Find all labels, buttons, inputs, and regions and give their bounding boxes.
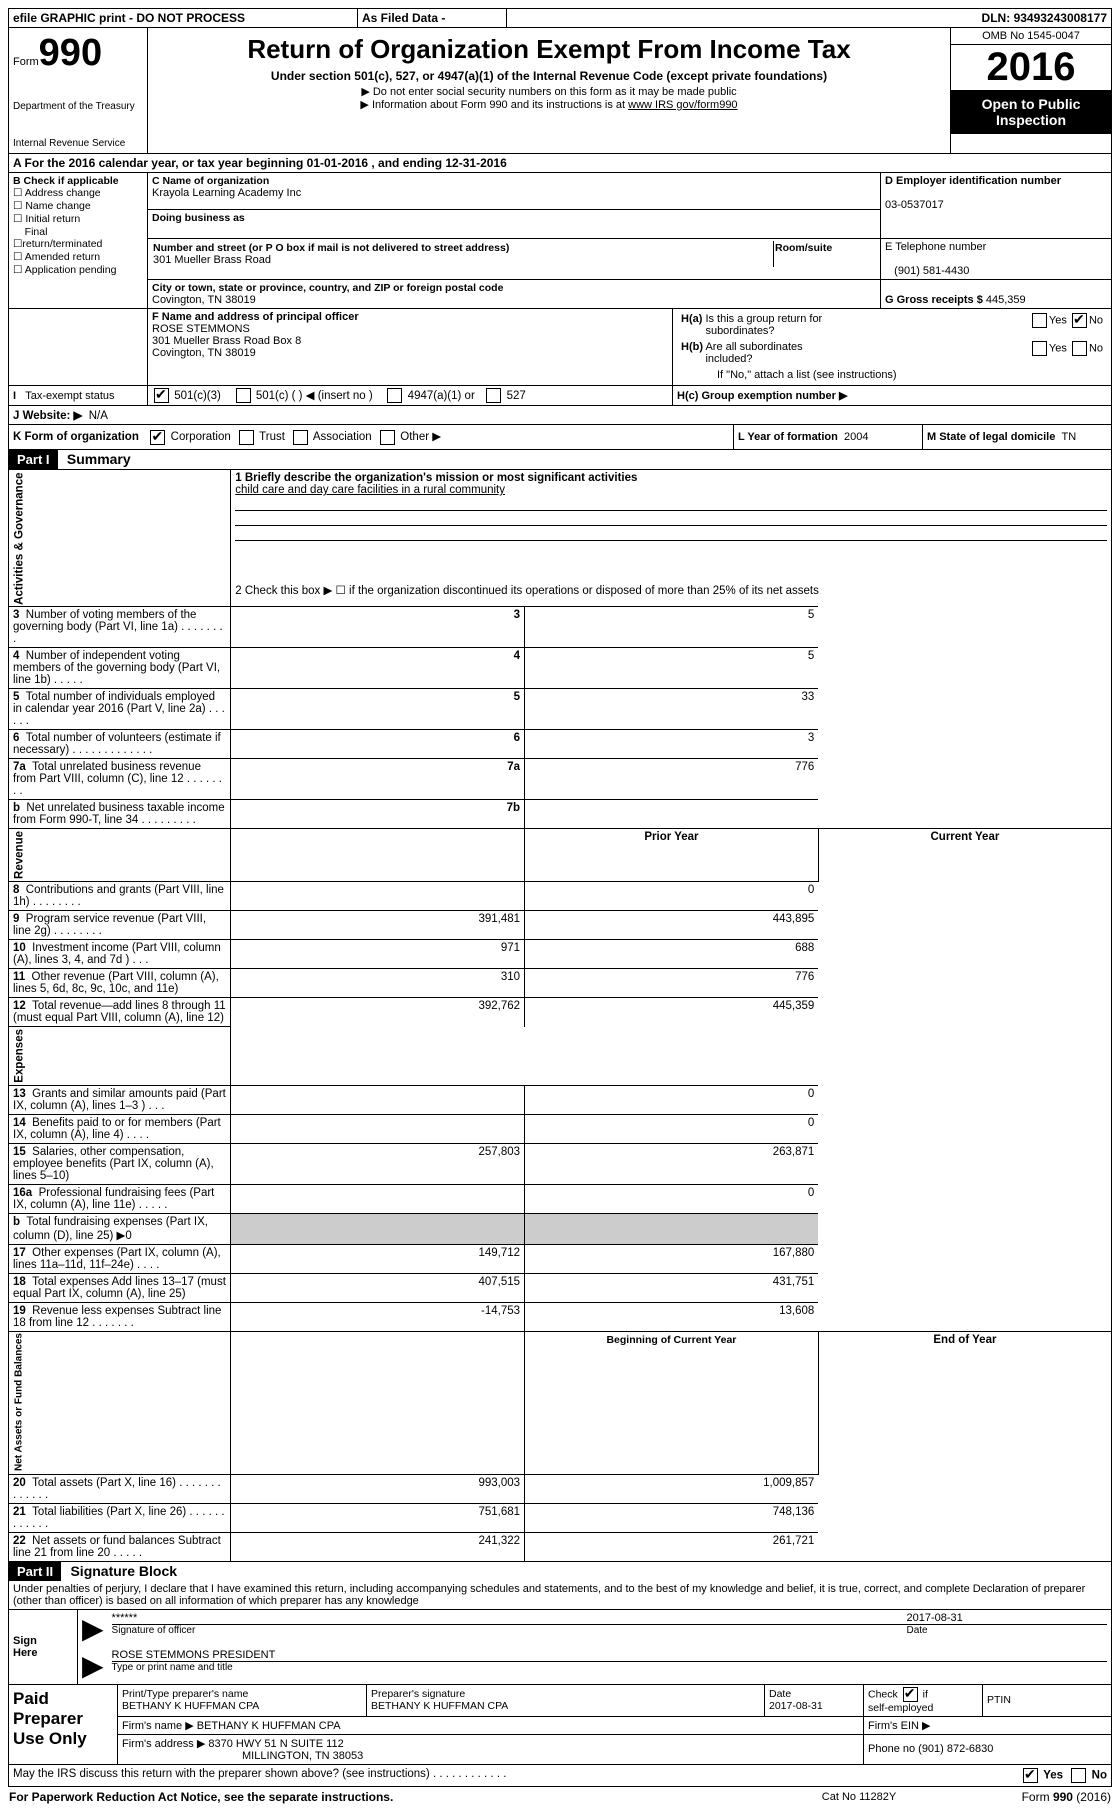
part-ii-header: Part II <box>9 1562 61 1581</box>
line-6: 6 Total number of volunteers (estimate i… <box>9 730 231 759</box>
footer-left: For Paperwork Reduction Act Notice, see … <box>8 1789 758 1805</box>
org-name-cell: C Name of organization Krayola Learning … <box>148 173 880 209</box>
form-id-block: Form990 Department of the Treasury Inter… <box>9 28 148 154</box>
row-j-website: J Website: ▶ N/A <box>9 406 1112 425</box>
state-domicile: M State of legal domicile TN <box>923 425 1112 448</box>
prior-year-header: Prior Year <box>525 829 819 882</box>
current-year-header: Current Year <box>818 829 1111 882</box>
section-hc: H(c) Group exemption number ▶ <box>673 386 1112 405</box>
ein-cell: D Employer identification number 03-0537… <box>881 173 1111 213</box>
row-i-options: 501(c)(3) 501(c) ( ) ◀ (insert no ) 4947… <box>148 386 673 405</box>
footer-right: Form 990 (2016) <box>960 1789 1112 1805</box>
row-i-label: I Tax-exempt status <box>9 386 148 405</box>
firm-address: Firm's address ▶ 8370 HWY 51 N SUITE 112… <box>118 1734 864 1764</box>
prep-name: Print/Type preparer's nameBETHANY K HUFF… <box>118 1685 367 1717</box>
line-b: b Total fundraising expenses (Part IX, c… <box>9 1213 231 1244</box>
side-label-net: Net Assets or Fund Balances <box>9 1331 231 1474</box>
begin-year-header: Beginning of Current Year <box>525 1331 819 1474</box>
line-5: 5 Total number of individuals employed i… <box>9 689 231 730</box>
line-21: 21 Total liabilities (Part X, line 26) .… <box>9 1503 231 1532</box>
efile-notice: efile GRAPHIC print - DO NOT PROCESS <box>9 9 358 27</box>
firm-phone: Phone no (901) 872-6830 <box>864 1734 1112 1764</box>
irs-link[interactable]: www IRS gov/form990 <box>628 99 737 111</box>
line-1-mission: 1 Briefly describe the organization's mi… <box>231 470 1111 571</box>
line-8: 8 Contributions and grants (Part VIII, l… <box>9 882 231 911</box>
side-label-ag: Activities & Governance <box>9 470 231 607</box>
street-cell: Number and street (or P O box if mail is… <box>148 239 880 269</box>
line-13: 13 Grants and similar amounts paid (Part… <box>9 1085 231 1114</box>
discuss-row: May the IRS discuss this return with the… <box>9 1764 1112 1786</box>
form-title: Return of Organization Exempt From Incom… <box>156 34 942 65</box>
line-b: b Net unrelated business taxable income … <box>9 800 231 829</box>
section-h: H(a) Is this a group return for subordin… <box>673 309 1112 385</box>
form-header: Form990 Department of the Treasury Inter… <box>9 28 1112 154</box>
prep-sig: Preparer's signatureBETHANY K HUFFMAN CP… <box>367 1685 765 1717</box>
side-label-revenue: Revenue <box>9 829 231 882</box>
prep-self-emp: Check ifself-employed <box>864 1685 983 1717</box>
line-10: 10 Investment income (Part VIII, column … <box>9 940 231 969</box>
line-20: 20 Total assets (Part X, line 16) . . . … <box>9 1474 231 1503</box>
firm-name: Firm's name ▶ BETHANY K HUFFMAN CPA <box>118 1716 864 1734</box>
line-12: 12 Total revenue—add lines 8 through 11 … <box>9 998 231 1027</box>
line-4: 4 Number of independent voting members o… <box>9 648 231 689</box>
line-18: 18 Total expenses Add lines 13–17 (must … <box>9 1273 231 1302</box>
line-15: 15 Salaries, other compensation, employe… <box>9 1143 231 1184</box>
as-filed: As Filed Data - <box>358 9 507 27</box>
row-a-tax-year: A For the 2016 calendar year, or tax yea… <box>9 154 1112 173</box>
perjury-declaration: Under penalties of perjury, I declare th… <box>9 1581 1112 1610</box>
section-b-checkboxes: B Check if applicable ☐ Address change ☐… <box>9 173 148 308</box>
line-2: 2 Check this box ▶ ☐ if the organization… <box>231 581 1111 607</box>
end-year-header: End of Year <box>818 1331 1111 1474</box>
prep-date: Date2017-08-31 <box>765 1685 864 1717</box>
part-ii-title: Signature Block <box>64 1563 177 1579</box>
line-14: 14 Benefits paid to or for members (Part… <box>9 1114 231 1143</box>
row-k-form-org: K Form of organization Corporation Trust… <box>9 425 734 448</box>
city-cell: City or town, state or province, country… <box>148 280 880 308</box>
line-17: 17 Other expenses (Part IX, column (A), … <box>9 1244 231 1273</box>
gross-receipts-cell: G Gross receipts $ 445,359 <box>881 280 1111 308</box>
sign-here-label: SignHere <box>9 1610 78 1684</box>
firm-ein: Firm's EIN ▶ <box>864 1716 1112 1734</box>
paid-preparer-label: PaidPreparerUse Only <box>9 1685 118 1764</box>
line-7a: 7a Total unrelated business revenue from… <box>9 759 231 800</box>
line-3: 3 Number of voting members of the govern… <box>9 607 231 648</box>
phone-cell: E Telephone number (901) 581-4430 <box>881 239 1111 279</box>
top-bar: efile GRAPHIC print - DO NOT PROCESS As … <box>9 9 1112 28</box>
line-9: 9 Program service revenue (Part VIII, li… <box>9 911 231 940</box>
dln: DLN: 93493243008177 <box>883 9 1111 27</box>
ptin: PTIN <box>983 1685 1112 1717</box>
form-title-block: Return of Organization Exempt From Incom… <box>148 28 951 154</box>
side-label-expenses: Expenses <box>9 1027 231 1086</box>
principal-officer: F Name and address of principal officer … <box>148 309 673 385</box>
line-22: 22 Net assets or fund balances Subtract … <box>9 1532 231 1561</box>
line-11: 11 Other revenue (Part VIII, column (A),… <box>9 969 231 998</box>
year-formation: L Year of formation 2004 <box>734 425 923 448</box>
line-16a: 16a Professional fundraising fees (Part … <box>9 1184 231 1213</box>
part-i-header: Part I <box>9 450 58 469</box>
form-year-block: OMB No 1545-0047 2016 Open to PublicInsp… <box>951 28 1112 154</box>
dba-cell: Doing business as <box>148 210 880 238</box>
footer-center: Cat No 11282Y <box>758 1789 960 1805</box>
form-990-page: efile GRAPHIC print - DO NOT PROCESS As … <box>8 8 1112 1787</box>
line-19: 19 Revenue less expenses Subtract line 1… <box>9 1302 231 1331</box>
part-i-title: Summary <box>61 451 131 467</box>
